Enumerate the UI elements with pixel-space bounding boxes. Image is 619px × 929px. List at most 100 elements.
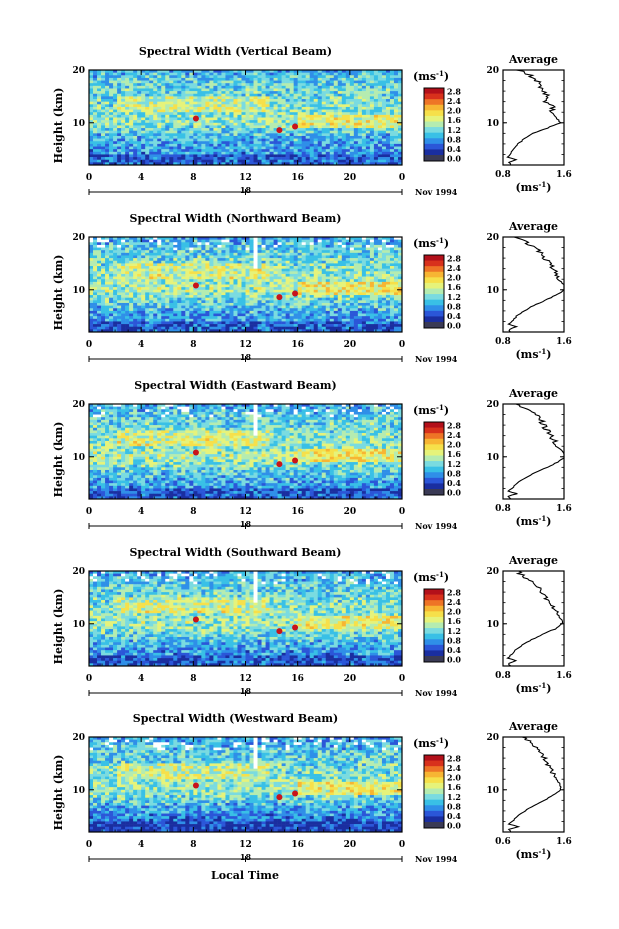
- heatmap-cells: [89, 237, 402, 332]
- panel-title: Spectral Width (Westward Beam): [133, 712, 338, 725]
- date-marker: 18: [240, 185, 252, 195]
- colorbar-tick-label: 2.0: [447, 607, 461, 617]
- profile-x-tick-label: 1.6: [556, 671, 572, 681]
- beam-panel-3: Spectral Width (Eastward Beam)2010Height…: [52, 379, 572, 531]
- y-tick-label: 10: [72, 453, 85, 463]
- heatmap-cells: [89, 571, 402, 666]
- colorbar-tick-label: 0.4: [447, 811, 461, 821]
- colorbar-tick-label: 1.2: [447, 459, 461, 469]
- colorbar-tick-label: 0.0: [447, 488, 461, 498]
- hotspot-1: [193, 283, 199, 289]
- date-marker: 18: [240, 519, 252, 529]
- colorbar-tick-label: 2.8: [447, 754, 461, 764]
- x-tick-label: 16: [291, 674, 304, 684]
- colorbar-tick-label: 2.4: [447, 96, 461, 106]
- profile-y-tick-label: 20: [486, 733, 499, 743]
- heatmap-cells: [89, 70, 402, 165]
- colorbar-tick-label: 0.8: [447, 134, 461, 144]
- x-tick-label: 12: [239, 173, 252, 183]
- colorbar-tick-label: 0.4: [447, 311, 461, 321]
- colorbar-tick-label: 0.4: [447, 645, 461, 655]
- x-tick-label: 4: [138, 507, 144, 517]
- profile-y-tick-label: 10: [486, 119, 499, 129]
- y-tick-label: 10: [72, 119, 85, 129]
- colorbar-tick-label: 2.8: [447, 87, 461, 97]
- colorbar-tick-label: 1.6: [447, 782, 461, 792]
- x-tick-label: 12: [239, 840, 252, 850]
- profile-y-tick-label: 10: [486, 620, 499, 630]
- profile-frame: [503, 737, 564, 832]
- profile-line: [508, 404, 564, 499]
- profile-y-tick-label: 10: [486, 786, 499, 796]
- x-tick-label: 12: [239, 340, 252, 350]
- profile-title: Average: [508, 720, 558, 733]
- y-tick-label: 20: [72, 400, 85, 410]
- beam-panel-4: Spectral Width (Southward Beam) 20 10 Heigh…: [52, 546, 572, 698]
- profile-line: [508, 237, 564, 332]
- y-tick-label: 20: [72, 233, 85, 243]
- y-axis-label: Height (km): [52, 255, 65, 331]
- profile-x-tick-label: 0.6: [495, 837, 511, 847]
- profile-line: [508, 571, 563, 666]
- x-tick-label: 12: [239, 507, 252, 517]
- y-tick-label: 10: [72, 286, 85, 296]
- y-tick-label: 10: [72, 786, 85, 796]
- colorbar-tick-label: 1.6: [447, 616, 461, 626]
- x-tick-label: 0: [399, 173, 405, 183]
- colorbar-tick-label: 2.8: [447, 421, 461, 431]
- beam-panel-2: Spectral Width (Northward Beam) 20 10 Heigh…: [52, 212, 572, 364]
- colorbar-tick-label: 2.4: [447, 263, 461, 273]
- x-tick-label: 20: [344, 507, 357, 517]
- y-axis-label: Height (km): [52, 589, 65, 665]
- panel-title: Spectral Width (Northward Beam): [130, 212, 342, 225]
- panel-title: Spectral Width (Vertical Beam): [139, 45, 332, 58]
- x-tick-label: 8: [190, 173, 196, 183]
- profile-unit: (ms-1): [515, 847, 551, 861]
- profile-y-tick-label: 10: [486, 286, 499, 296]
- profile-title: Average: [508, 220, 558, 233]
- colorbar-tick-label: 2.0: [447, 106, 461, 116]
- profile-x-tick-label: 1.6: [556, 170, 572, 180]
- colorbar-unit: (ms-1): [413, 69, 449, 83]
- profile-title: Average: [508, 387, 558, 400]
- profile-y-tick-label: 20: [486, 66, 499, 76]
- profile-y-tick-label: 20: [486, 567, 499, 577]
- x-tick-label: 20: [344, 674, 357, 684]
- x-tick-label: 0: [399, 840, 405, 850]
- x-tick-label: 8: [190, 340, 196, 350]
- profile-title: Average: [508, 554, 558, 567]
- x-tick-label: 16: [291, 840, 304, 850]
- x-tick-label: 0: [399, 507, 405, 517]
- panel-title: Spectral Width (Southward Beam): [129, 546, 341, 559]
- colorbar-tick-label: 0.0: [447, 154, 461, 164]
- y-axis-label: Height (km): [52, 88, 65, 164]
- profile-x-tick-label: 0.8: [495, 504, 511, 514]
- x-tick-label: 16: [291, 507, 304, 517]
- profile-line: [509, 737, 561, 832]
- hotspot-1: [193, 116, 199, 122]
- date-marker: 18: [240, 686, 252, 696]
- colorbar-tick-label: 1.6: [447, 449, 461, 459]
- profile-unit: (ms-1): [515, 514, 551, 528]
- x-tick-label: 20: [344, 840, 357, 850]
- profile-x-tick-label: 0.8: [495, 671, 511, 681]
- x-tick-label: 4: [138, 840, 144, 850]
- y-axis-label: Height (km): [52, 755, 65, 831]
- x-tick-label: 0: [86, 840, 92, 850]
- date-label: Nov 1994: [415, 187, 458, 197]
- profile-unit: (ms-1): [515, 681, 551, 695]
- colorbar-tick-label: 2.8: [447, 254, 461, 264]
- hotspot-1: [193, 450, 199, 456]
- profile-x-tick-label: 0.8: [495, 170, 511, 180]
- colorbar-tick-label: 2.4: [447, 430, 461, 440]
- x-tick-label: 16: [291, 340, 304, 350]
- y-tick-label: 20: [72, 66, 85, 76]
- colorbar-tick-label: 0.8: [447, 635, 461, 645]
- profile-unit: (ms-1): [515, 347, 551, 361]
- colorbar: [424, 88, 444, 161]
- colorbar-tick-label: 2.8: [447, 588, 461, 598]
- heatmap-cells: [89, 737, 402, 832]
- colorbar-unit: (ms-1): [413, 403, 449, 417]
- profile-unit: (ms-1): [515, 180, 551, 194]
- profile-frame: [503, 571, 564, 666]
